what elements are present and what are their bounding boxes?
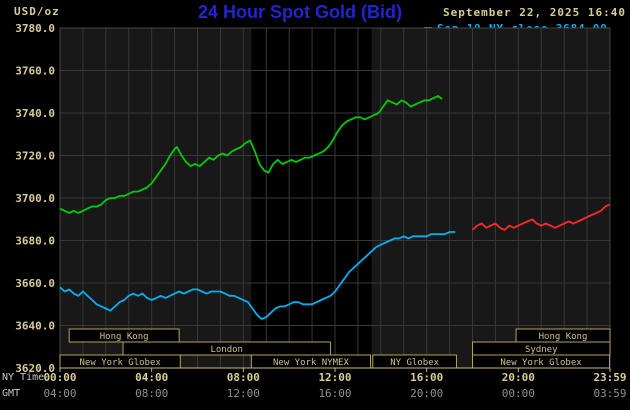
series-line-sep19 [59, 231, 456, 321]
session-label: New York Globex [80, 358, 162, 368]
session-label: Hong Kong [539, 332, 588, 342]
session-label: Sydney [525, 345, 558, 355]
session-box-london [122, 341, 331, 356]
x-tick-label-gmt: 20:00 [410, 387, 443, 400]
y-tick-label: 3660.0 [15, 277, 55, 290]
session-label: London [210, 345, 243, 355]
session-label: New York Globex [500, 358, 582, 368]
session-label: New York NYMEX [273, 358, 349, 368]
x-tick-label-ny: 08:00 [227, 371, 260, 384]
y-tick-label: 3680.0 [15, 235, 55, 248]
x-tick-label-gmt: 00:00 [502, 387, 535, 400]
session-label: Hong Kong [100, 332, 149, 342]
x-tick-label-ny: 04:00 [135, 371, 168, 384]
y-tick-label: 3740.0 [15, 107, 55, 120]
y-tick-label: 3780.0 [15, 22, 55, 35]
series-line-sep21 [471, 203, 610, 231]
series-line-sep22 [59, 95, 443, 214]
x-tick-label-gmt: 04:00 [43, 387, 76, 400]
chart-title: 24 Hour Spot Gold (Bid) [198, 2, 402, 22]
x-tick-label-gmt: 03:59 [593, 387, 626, 400]
x-tick-label-ny: 12:00 [318, 371, 351, 384]
gmt-axis-label: GMT [2, 388, 21, 399]
x-tick-label-ny: 16:00 [410, 371, 443, 384]
ny-time-axis-label: NY Time [2, 372, 45, 383]
y-tick-label: 3760.0 [15, 65, 55, 78]
x-tick-label-gmt: 12:00 [227, 387, 260, 400]
session-label: NY Globex [390, 358, 439, 368]
y-tick-label: 3620.0 [15, 362, 55, 375]
x-tick-label-gmt: 08:00 [135, 387, 168, 400]
y-tick-label: 3720.0 [15, 150, 55, 163]
x-tick-label-ny: 23:59 [593, 371, 626, 384]
y-tick-label: 3640.0 [15, 320, 55, 333]
y-axis-unit-label: USD/oz [14, 5, 60, 18]
y-tick-label: 3700.0 [15, 192, 55, 205]
x-tick-label-ny: 20:00 [502, 371, 535, 384]
chart-datetime: September 22, 2025 16:40 [443, 6, 626, 19]
x-tick-label-ny: 00:00 [43, 371, 76, 384]
x-tick-label-gmt: 16:00 [318, 387, 351, 400]
